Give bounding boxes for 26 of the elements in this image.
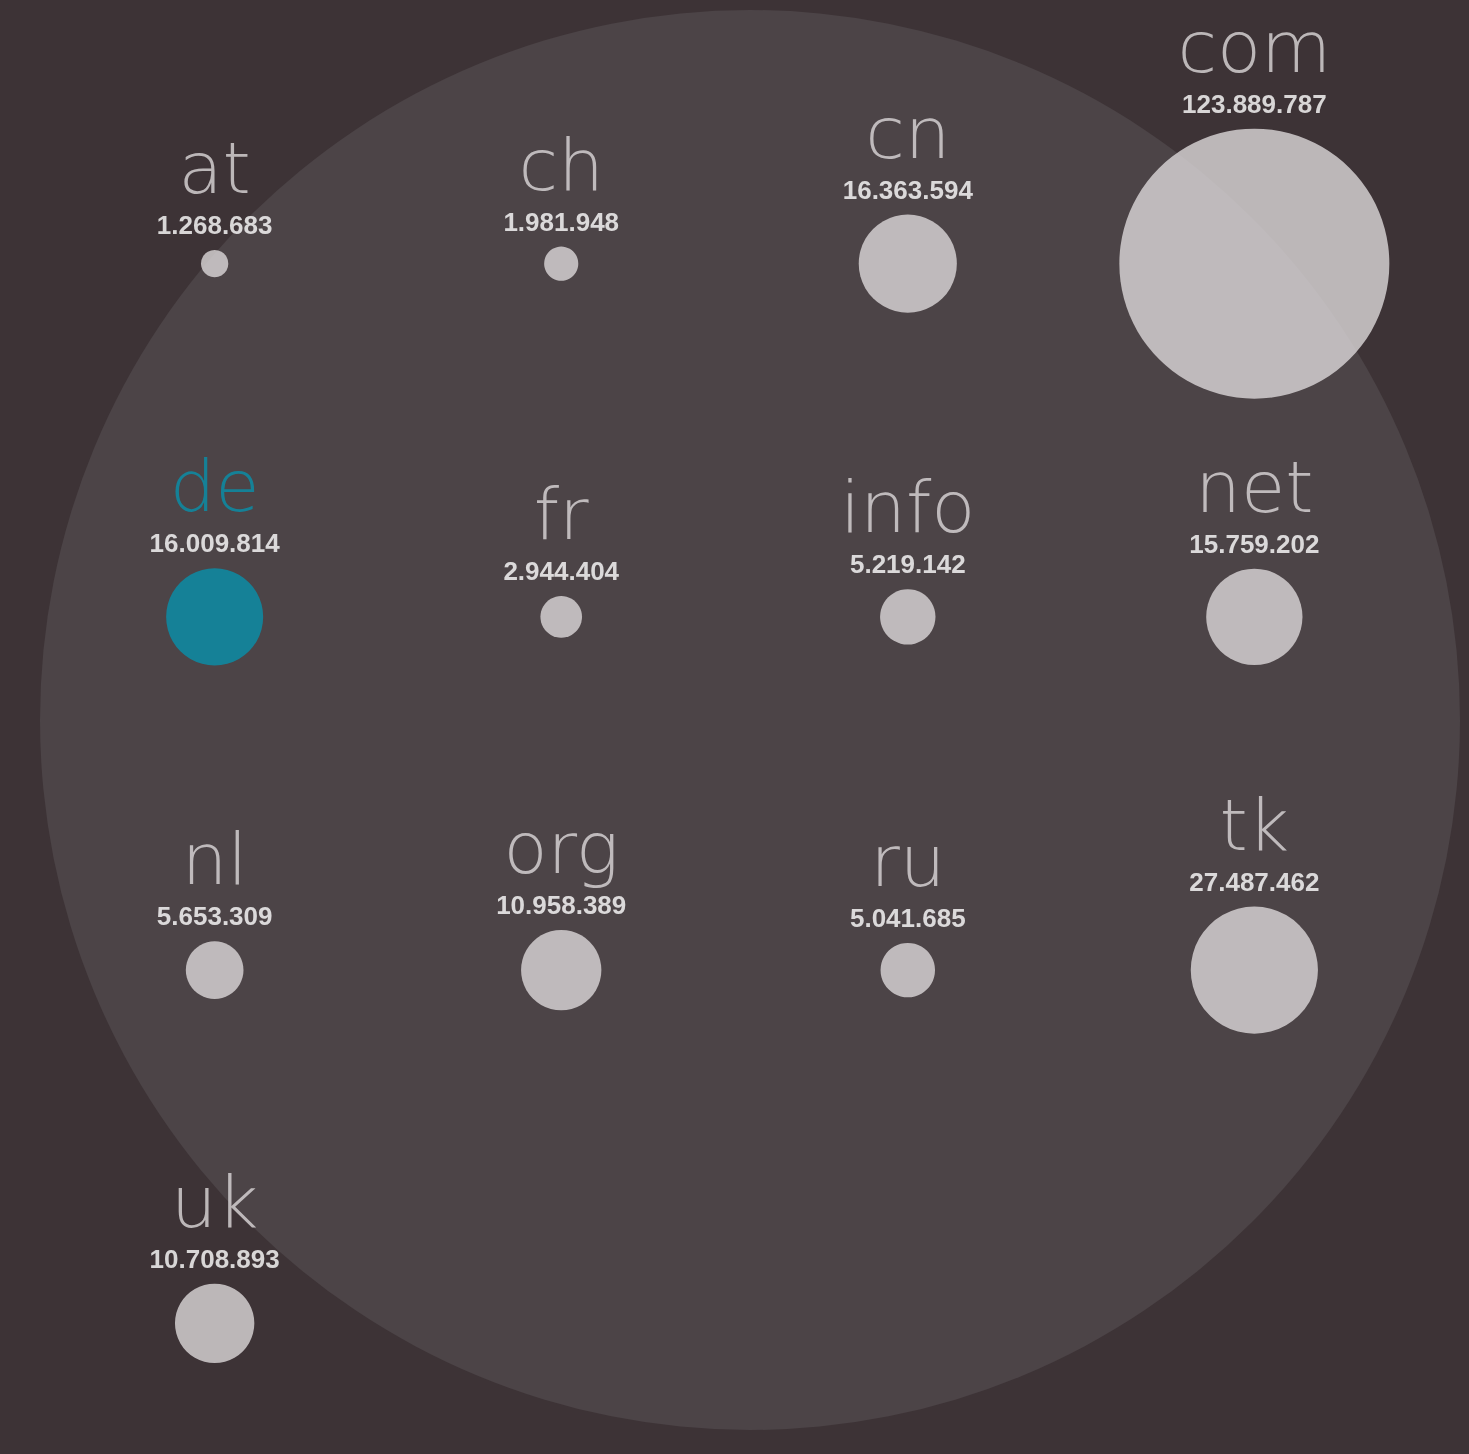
category-label: fr [533, 472, 590, 557]
category-label: nl [181, 817, 248, 902]
data-label: 15.759.202 [1189, 528, 1320, 559]
data-label: 10.958.389 [496, 889, 627, 920]
data-label: 16.363.594 [842, 174, 974, 205]
data-label: 2.944.404 [503, 556, 620, 587]
category-label: at [178, 125, 251, 210]
category-label: ch [518, 122, 604, 207]
category-label: info [840, 465, 976, 550]
data-label: 10.708.893 [149, 1243, 280, 1274]
data-label: 1.981.948 [503, 206, 620, 237]
data-label: 123.889.787 [1182, 88, 1327, 119]
category-label: tk [1219, 782, 1290, 867]
data-label: 27.487.462 [1189, 866, 1320, 897]
category-label: com [1177, 4, 1332, 89]
category-label: ru [870, 818, 946, 903]
data-label: 5.041.685 [849, 902, 966, 933]
data-label: 1.268.683 [156, 209, 273, 240]
category-label: de [169, 444, 260, 529]
category-label: net [1195, 444, 1314, 529]
data-label: 5.219.142 [849, 549, 966, 580]
category-label: cn [865, 90, 951, 175]
data-label: 5.653.309 [156, 901, 273, 932]
data-label: 16.009.814 [149, 528, 281, 559]
category-label: org [503, 805, 620, 890]
category-label: uk [170, 1159, 259, 1244]
